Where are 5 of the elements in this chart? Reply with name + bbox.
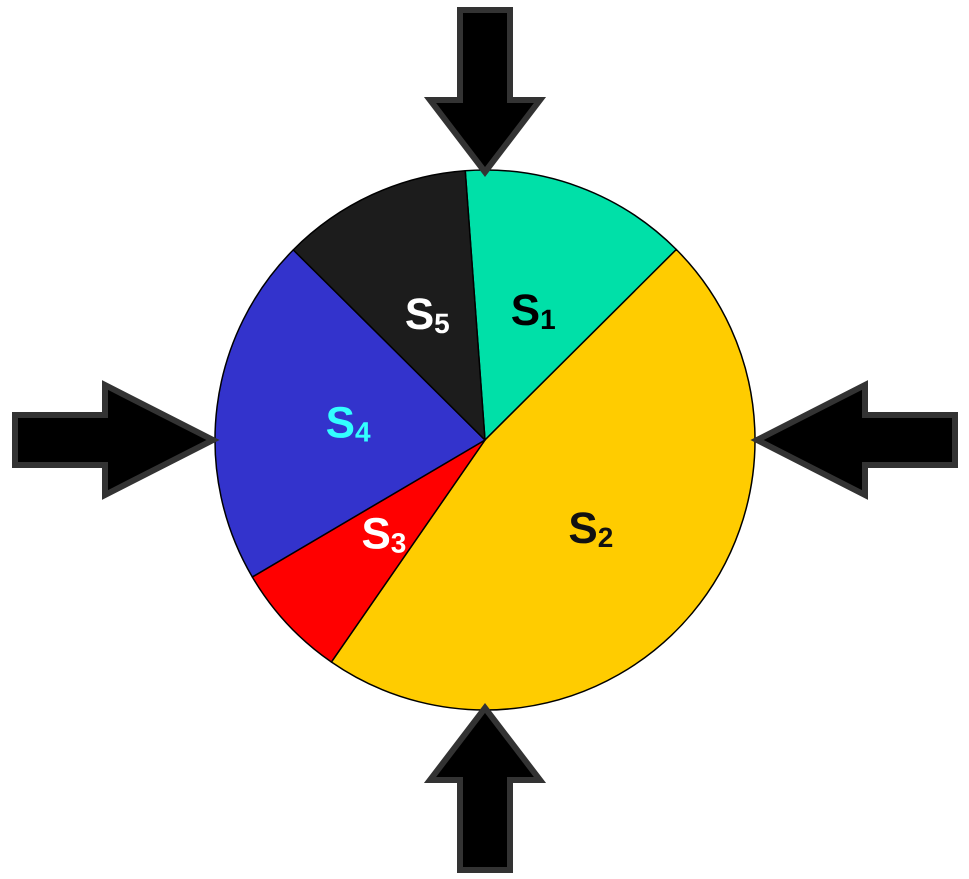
slice-label: S5 xyxy=(404,290,450,340)
slice-label: S3 xyxy=(361,509,406,558)
slice-label: S1 xyxy=(510,286,556,336)
slice-label: S4 xyxy=(326,398,371,448)
slice-label: S2 xyxy=(568,504,614,554)
